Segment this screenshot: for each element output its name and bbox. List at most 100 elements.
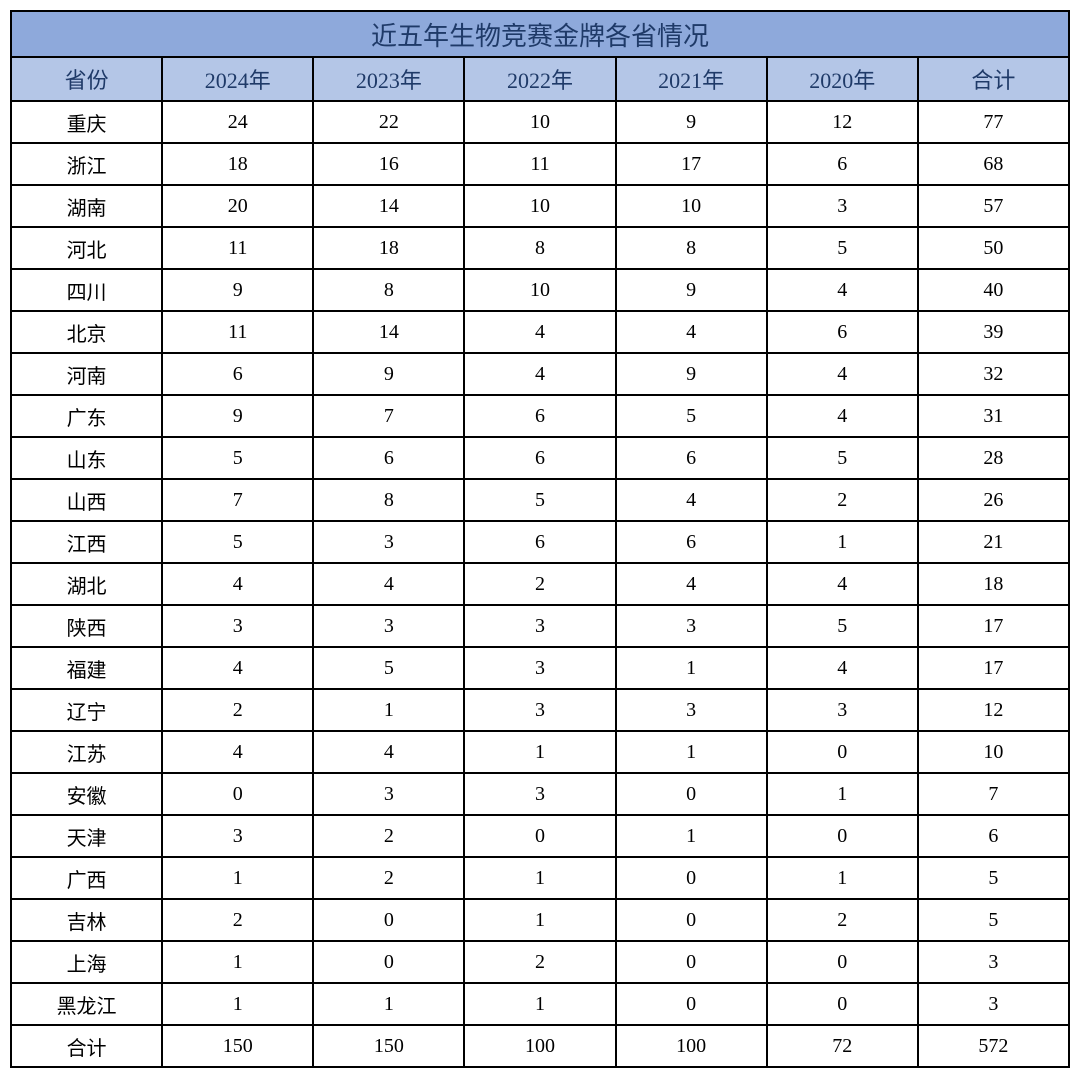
table-cell: 3 [464,647,615,689]
table-row: 浙江18161117668 [11,143,1069,185]
table-cell: 重庆 [11,101,162,143]
table-cell: 17 [918,605,1069,647]
table-cell: 6 [464,395,615,437]
table-cell: 9 [616,269,767,311]
table-cell: 0 [616,941,767,983]
table-cell: 湖北 [11,563,162,605]
table-cell: 8 [313,479,464,521]
table-cell: 14 [313,185,464,227]
table-row: 辽宁2133312 [11,689,1069,731]
table-cell: 1 [464,899,615,941]
table-cell: 6 [616,521,767,563]
table-row: 广西121015 [11,857,1069,899]
table-cell: 21 [918,521,1069,563]
table-cell: 3 [918,983,1069,1025]
table-cell: 72 [767,1025,918,1067]
gold-medal-table: 近五年生物竞赛金牌各省情况 省份 2024年 2023年 2022年 2021年… [10,10,1070,1068]
table-row: 湖北4424418 [11,563,1069,605]
table-cell: 14 [313,311,464,353]
table-cell: 7 [313,395,464,437]
table-cell: 5 [767,227,918,269]
table-cell: 39 [918,311,1069,353]
table-cell: 0 [767,941,918,983]
table-cell: 6 [616,437,767,479]
table-cell: 四川 [11,269,162,311]
table-cell: 4 [767,395,918,437]
table-cell: 3 [616,605,767,647]
table-cell: 吉林 [11,899,162,941]
table-cell: 150 [162,1025,313,1067]
table-cell: 2 [313,815,464,857]
table-row: 山西7854226 [11,479,1069,521]
table-cell: 6 [464,521,615,563]
table-row: 北京111444639 [11,311,1069,353]
table-cell: 上海 [11,941,162,983]
table-cell: 10 [616,185,767,227]
table-cell: 辽宁 [11,689,162,731]
table-cell: 20 [162,185,313,227]
table-cell: 1 [767,521,918,563]
table-cell: 18 [313,227,464,269]
table-row: 黑龙江111003 [11,983,1069,1025]
table-cell: 26 [918,479,1069,521]
table-cell: 1 [162,941,313,983]
table-cell: 5 [918,857,1069,899]
table-cell: 9 [313,353,464,395]
table-cell: 24 [162,101,313,143]
table-cell: 100 [616,1025,767,1067]
table-cell: 4 [162,563,313,605]
table-cell: 山西 [11,479,162,521]
table-cell: 7 [162,479,313,521]
table-row: 河北111888550 [11,227,1069,269]
table-cell: 2 [767,899,918,941]
table-cell: 1 [616,815,767,857]
col-header-total: 合计 [918,57,1069,101]
table-row: 吉林201025 [11,899,1069,941]
table-cell: 6 [767,311,918,353]
table-cell: 1 [616,647,767,689]
table-cell: 0 [767,731,918,773]
table-cell: 68 [918,143,1069,185]
col-header-2020: 2020年 [767,57,918,101]
table-cell: 2 [464,941,615,983]
table-cell: 6 [767,143,918,185]
table-cell: 4 [464,353,615,395]
table-cell: 广西 [11,857,162,899]
table-cell: 4 [313,563,464,605]
table-cell: 1 [162,857,313,899]
table-cell: 4 [162,647,313,689]
table-cell: 6 [918,815,1069,857]
table-row: 广东9765431 [11,395,1069,437]
table-cell: 0 [767,815,918,857]
table-cell: 湖南 [11,185,162,227]
table-cell: 5 [767,605,918,647]
table-cell: 572 [918,1025,1069,1067]
table-cell: 0 [616,899,767,941]
table-cell: 0 [313,899,464,941]
table-cell: 4 [464,311,615,353]
table-cell: 北京 [11,311,162,353]
table-cell: 1 [313,983,464,1025]
table-cell: 3 [464,773,615,815]
table-cell: 4 [767,647,918,689]
table-cell: 3 [767,689,918,731]
table-cell: 5 [313,647,464,689]
col-header-province: 省份 [11,57,162,101]
table-cell: 12 [767,101,918,143]
table-cell: 6 [464,437,615,479]
table-cell: 8 [313,269,464,311]
table-row: 上海102003 [11,941,1069,983]
table-cell: 7 [918,773,1069,815]
table-cell: 4 [162,731,313,773]
table-cell: 4 [767,353,918,395]
table-cell: 0 [616,983,767,1025]
table-cell: 50 [918,227,1069,269]
table-cell: 1 [464,857,615,899]
table-cell: 17 [918,647,1069,689]
table-cell: 陕西 [11,605,162,647]
table-cell: 0 [616,773,767,815]
table-cell: 3 [162,605,313,647]
table-cell: 5 [464,479,615,521]
table-cell: 2 [767,479,918,521]
table-cell: 22 [313,101,464,143]
